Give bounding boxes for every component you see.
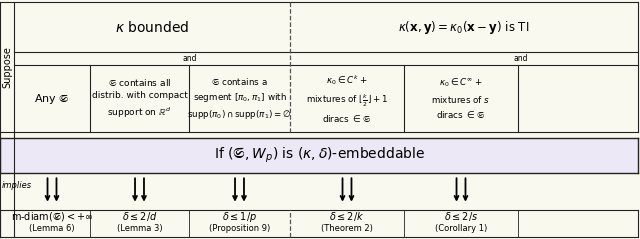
Text: Any $\mathfrak{S}$: Any $\mathfrak{S}$ — [34, 92, 70, 105]
Text: (Lemma 3): (Lemma 3) — [116, 224, 163, 233]
Text: $\mathfrak{S}$ contains all
distrib. with compact
support on $\mathbb{R}^d$: $\mathfrak{S}$ contains all distrib. wit… — [92, 77, 188, 120]
Text: (Proposition 9): (Proposition 9) — [209, 224, 270, 233]
Text: $\mathfrak{S}$ contains a
segment $[\pi_0, \pi_1]$ with
$\mathrm{supp}(\pi_0) \c: $\mathfrak{S}$ contains a segment $[\pi_… — [188, 76, 292, 121]
Text: $\delta \leq 2/k$: $\delta \leq 2/k$ — [330, 210, 365, 223]
Bar — [0, 210, 638, 237]
Text: $\kappa(\mathbf{x}, \mathbf{y}) = \kappa_0(\mathbf{x} - \mathbf{y})$ is TI: $\kappa(\mathbf{x}, \mathbf{y}) = \kappa… — [398, 18, 530, 36]
Text: $\kappa_0 \in C^k$ +
mixtures of $\lfloor\frac{k}{2}\rfloor + 1$
diracs $\in \ma: $\kappa_0 \in C^k$ + mixtures of $\lfloo… — [306, 73, 388, 124]
Text: $\delta \leq 1/p$: $\delta \leq 1/p$ — [222, 210, 257, 224]
Bar — [0, 138, 638, 173]
Text: Suppose: Suppose — [2, 46, 12, 88]
Text: $\delta \leq 2/s$: $\delta \leq 2/s$ — [444, 210, 478, 223]
Text: (Theorem 2): (Theorem 2) — [321, 224, 373, 233]
Text: $\kappa$ bounded: $\kappa$ bounded — [115, 20, 189, 34]
Text: (Lemma 6): (Lemma 6) — [29, 224, 75, 233]
Text: and: and — [514, 54, 528, 63]
Text: $\delta \leq 2/d$: $\delta \leq 2/d$ — [122, 210, 157, 223]
Text: (Corollary 1): (Corollary 1) — [435, 224, 487, 233]
Text: and: and — [183, 54, 197, 63]
Text: implies: implies — [1, 181, 31, 190]
Text: m-diam$(\mathfrak{S}) < +\infty$: m-diam$(\mathfrak{S}) < +\infty$ — [11, 210, 93, 223]
Text: $\kappa_0 \in C^\infty$ +
mixtures of $s$
diracs $\in \mathfrak{S}$: $\kappa_0 \in C^\infty$ + mixtures of $s… — [431, 77, 490, 120]
Text: If $(\mathfrak{S}, W_p)$ is $(\kappa, \delta)$-embeddable: If $(\mathfrak{S}, W_p)$ is $(\kappa, \d… — [214, 146, 424, 165]
